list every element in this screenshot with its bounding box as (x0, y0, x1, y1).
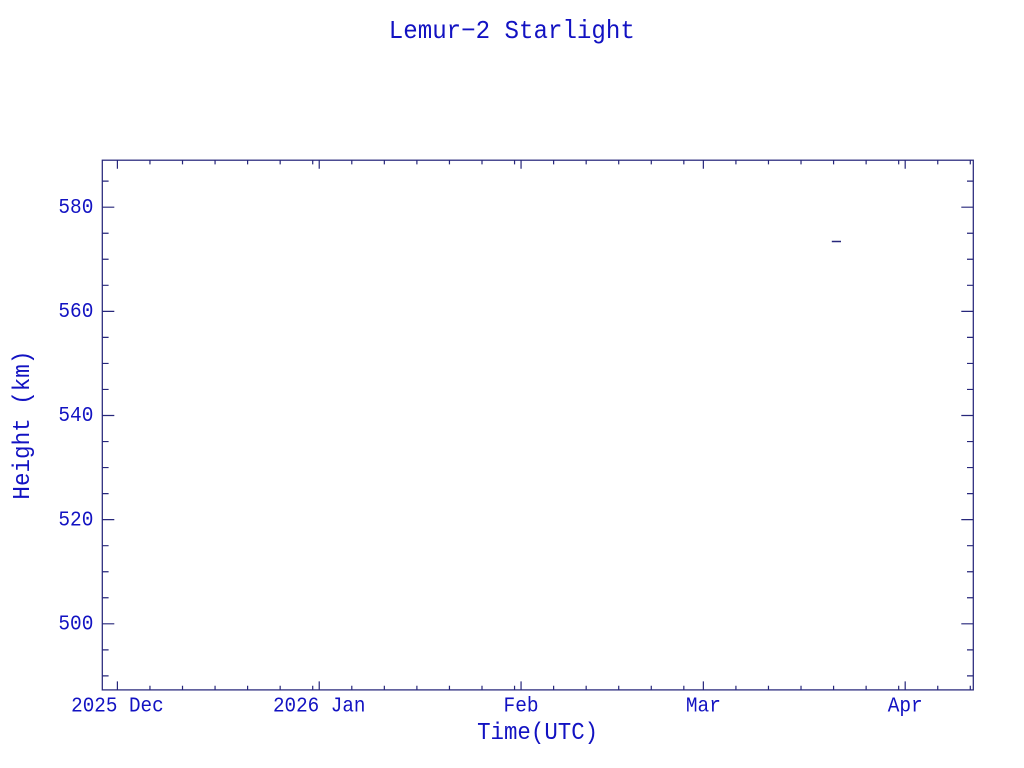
svg-text:580: 580 (58, 197, 93, 220)
svg-text:Height (km): Height (km) (10, 351, 37, 500)
svg-text:2025 Dec: 2025 Dec (71, 696, 164, 719)
svg-text:Time(UTC): Time(UTC) (477, 720, 598, 747)
svg-text:500: 500 (58, 613, 93, 636)
svg-text:520: 520 (58, 509, 93, 532)
svg-text:540: 540 (58, 405, 93, 428)
svg-text:Feb: Feb (504, 696, 539, 719)
svg-text:Mar: Mar (686, 696, 721, 719)
svg-text:2026 Jan: 2026 Jan (273, 696, 366, 719)
svg-text:560: 560 (58, 301, 93, 324)
svg-text:Apr: Apr (888, 696, 923, 719)
svg-text:Lemur−2 Starlight: Lemur−2 Starlight (389, 16, 635, 46)
